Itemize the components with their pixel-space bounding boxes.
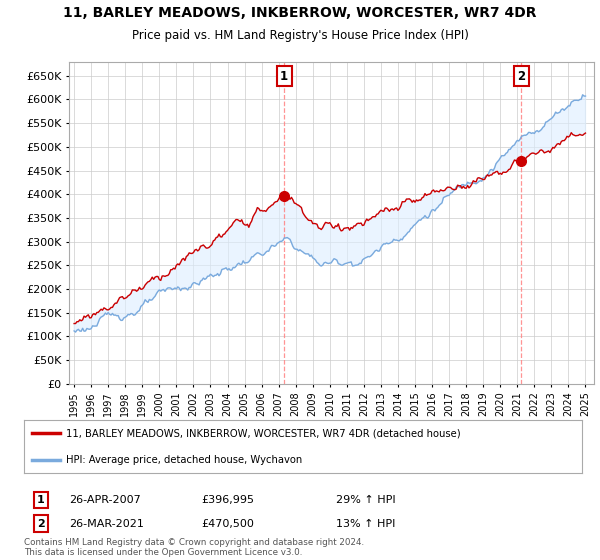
Text: £396,995: £396,995: [201, 495, 254, 505]
Text: 26-APR-2007: 26-APR-2007: [69, 495, 141, 505]
Text: HPI: Average price, detached house, Wychavon: HPI: Average price, detached house, Wych…: [66, 455, 302, 465]
Text: Contains HM Land Registry data © Crown copyright and database right 2024.
This d: Contains HM Land Registry data © Crown c…: [24, 538, 364, 557]
Text: 11, BARLEY MEADOWS, INKBERROW, WORCESTER, WR7 4DR (detached house): 11, BARLEY MEADOWS, INKBERROW, WORCESTER…: [66, 428, 460, 438]
Text: 13% ↑ HPI: 13% ↑ HPI: [336, 519, 395, 529]
Text: 29% ↑ HPI: 29% ↑ HPI: [336, 495, 395, 505]
Text: 1: 1: [280, 69, 288, 82]
Text: 2: 2: [37, 519, 44, 529]
Text: £470,500: £470,500: [201, 519, 254, 529]
Text: Price paid vs. HM Land Registry's House Price Index (HPI): Price paid vs. HM Land Registry's House …: [131, 29, 469, 42]
Text: 26-MAR-2021: 26-MAR-2021: [69, 519, 144, 529]
Text: 1: 1: [37, 495, 44, 505]
Text: 11, BARLEY MEADOWS, INKBERROW, WORCESTER, WR7 4DR: 11, BARLEY MEADOWS, INKBERROW, WORCESTER…: [63, 6, 537, 20]
Text: 2: 2: [517, 69, 526, 82]
